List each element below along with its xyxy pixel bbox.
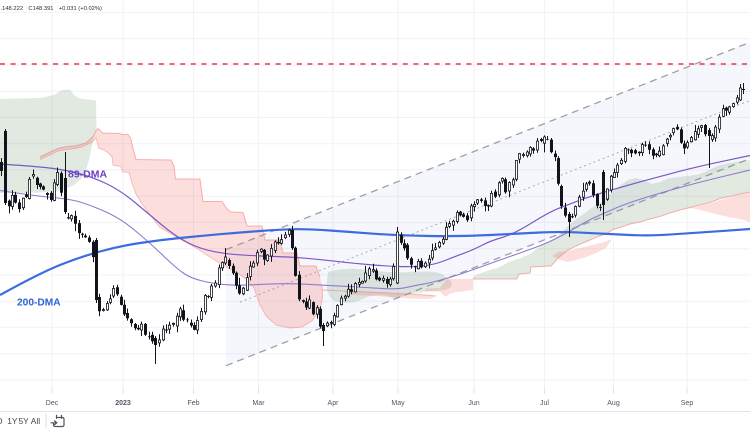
svg-text:C148.391: C148.391	[28, 6, 53, 12]
svg-text:Jun: Jun	[468, 400, 479, 407]
svg-text:Feb: Feb	[187, 400, 199, 407]
svg-text:May: May	[391, 400, 405, 407]
svg-text:Mar: Mar	[252, 400, 265, 407]
svg-text:89-DMA: 89-DMA	[68, 168, 108, 180]
svg-text:200-DMA: 200-DMA	[17, 298, 61, 309]
svg-text:1Y: 1Y	[7, 416, 18, 426]
svg-text:D: D	[0, 416, 3, 426]
svg-text:Aug: Aug	[607, 400, 620, 407]
svg-text:+0.031 (+0.02%): +0.031 (+0.02%)	[59, 6, 102, 12]
svg-text:Dec: Dec	[46, 400, 59, 407]
svg-text:Jul: Jul	[540, 400, 549, 407]
svg-text:Apr: Apr	[328, 400, 340, 407]
svg-text:5Y: 5Y	[19, 416, 30, 426]
svg-text:Sep: Sep	[681, 400, 694, 407]
svg-text:.148.222: .148.222	[1, 6, 24, 12]
svg-text:All: All	[31, 416, 40, 426]
svg-text:2023: 2023	[115, 400, 131, 407]
